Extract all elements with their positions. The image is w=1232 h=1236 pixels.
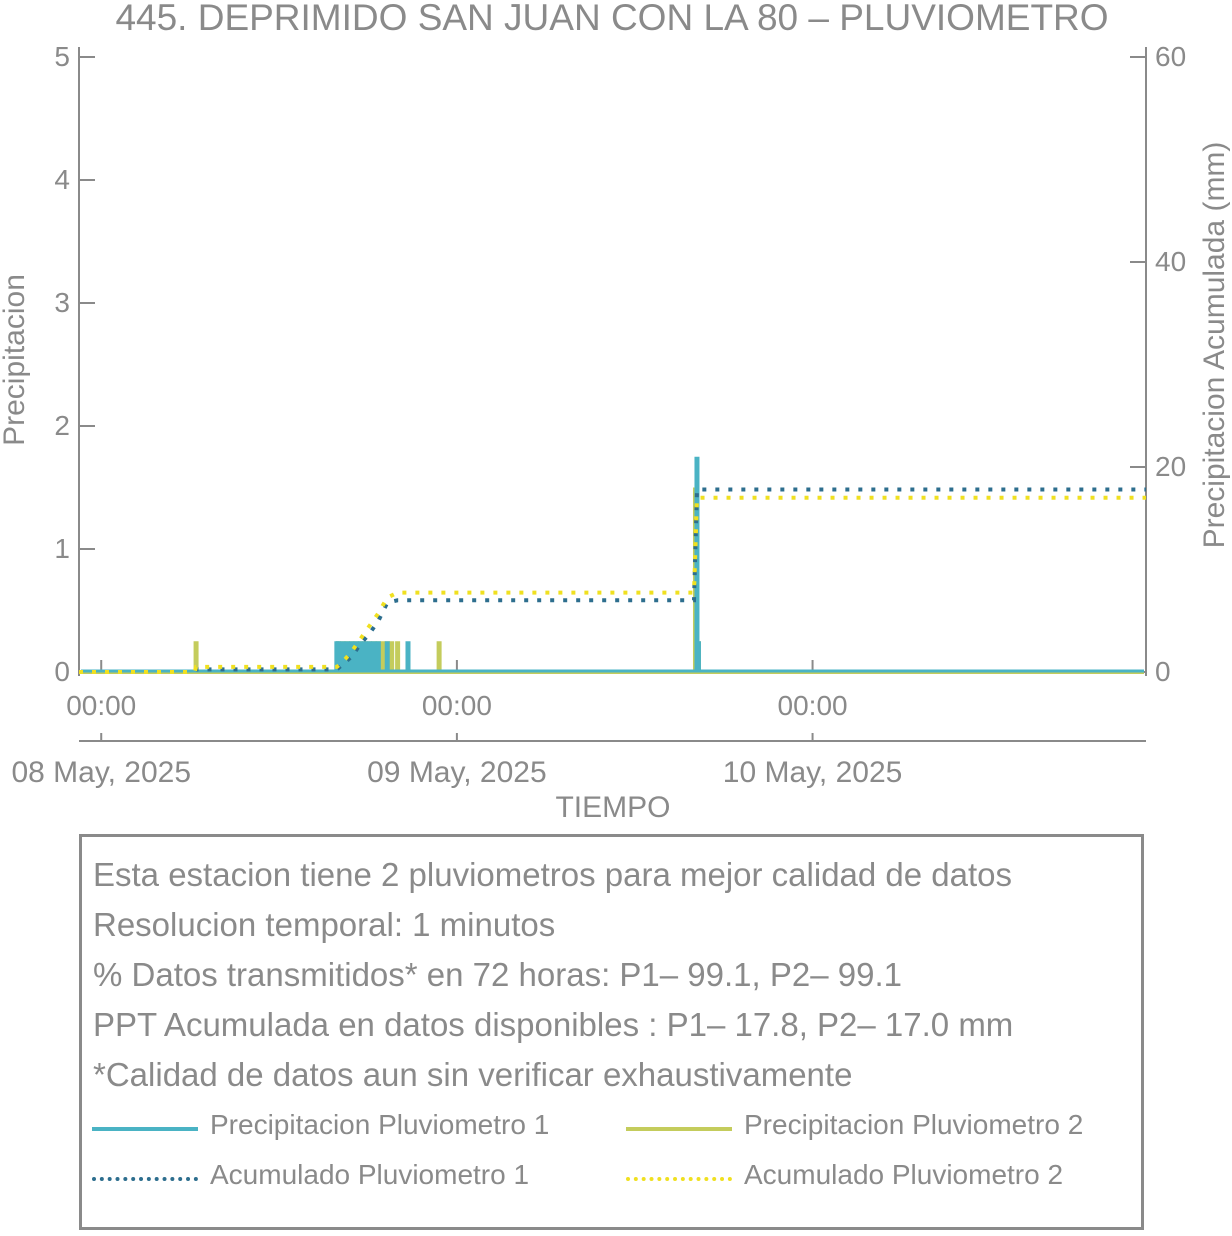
legend-swatch-accum-p1	[92, 1177, 198, 1181]
chart-title: 445. DEPRIMIDO SAN JUAN CON LA 80 – PLUV…	[115, 0, 1108, 38]
plot-frame	[78, 47, 1147, 742]
precip-p1-bar	[366, 641, 372, 672]
info-line-accumulated: PPT Acumulada en datos disponibles : P1–…	[93, 1006, 1014, 1043]
series-accumulated	[79, 487, 1146, 674]
precip-p1-bar	[358, 641, 364, 672]
precip-p1-bar	[695, 641, 701, 672]
precip-p2-bar	[436, 641, 442, 672]
axis-ticks: 0 1 2 3 4 5 0 20 40 60 00:00 08 May, 2025 00:00 09 Ma…	[11, 41, 1186, 789]
x-axis-time-label: 00:00	[778, 690, 848, 721]
right-axis-tick-label: 60	[1155, 41, 1186, 72]
legend-label-accum-p1: Acumulado Pluviometro 1	[210, 1159, 530, 1190]
legend-label-accum-p2: Acumulado Pluviometro 2	[744, 1159, 1064, 1190]
series-precip-p2	[81, 487, 1144, 674]
info-line-transmitted: % Datos transmitidos* en 72 horas: P1– 9…	[93, 956, 902, 993]
info-line-resolution: Resolucion temporal: 1 minutos	[93, 906, 556, 943]
x-axis-date-label: 08 May, 2025	[11, 756, 191, 789]
legend-label-precip-p1: Precipitacion Pluviometro 1	[210, 1109, 550, 1140]
left-axis-label: Precipitacion	[0, 274, 31, 446]
right-axis-tick-label: 40	[1155, 246, 1186, 277]
precip-p1-bar	[353, 641, 359, 672]
accum-p2-line	[79, 495, 1146, 674]
left-axis-tick-label: 2	[54, 410, 70, 441]
left-axis-tick-label: 3	[54, 287, 70, 318]
precip-p1-bar	[335, 641, 341, 672]
x-axis-date-label: 10 May, 2025	[723, 756, 903, 789]
left-axis-tick-label: 0	[54, 656, 70, 687]
precip-p1-bar	[694, 456, 700, 672]
rainfall-chart: 445. DEPRIMIDO SAN JUAN CON LA 80 – PLUV…	[0, 0, 1231, 824]
x-axis-date-label: 09 May, 2025	[367, 756, 547, 789]
precip-p2-bar	[193, 641, 199, 672]
precip-p1-bar	[375, 641, 381, 672]
right-axis-tick-label: 20	[1155, 451, 1186, 482]
left-axis-tick-label: 4	[54, 164, 70, 195]
right-axis-tick-label: 0	[1155, 656, 1171, 687]
x-axis-time-label: 00:00	[422, 690, 492, 721]
accum-p1-line	[79, 487, 1146, 674]
precip-p2-bar	[395, 641, 401, 672]
legend-swatch-accum-p2	[626, 1177, 732, 1181]
precip-p1-bar	[384, 641, 390, 672]
x-axis-label: TIEMPO	[555, 791, 670, 824]
left-axis-tick-label: 1	[54, 533, 70, 564]
precip-p1-bar	[405, 641, 411, 672]
station-info-box: Esta estacion tiene 2 pluviometros para …	[79, 834, 1144, 1230]
x-axis-time-label: 00:00	[66, 690, 136, 721]
legend-label-precip-p2: Precipitacion Pluviometro 2	[744, 1109, 1084, 1140]
series-precip-p1	[81, 456, 1144, 673]
precip-p1-bar	[349, 641, 355, 672]
precip-p1-bar	[362, 641, 368, 672]
info-line-stations: Esta estacion tiene 2 pluviometros para …	[93, 856, 1013, 893]
precip-p2-bar	[389, 641, 395, 672]
precip-p1-bar	[371, 641, 377, 672]
left-axis-tick-label: 5	[54, 41, 70, 72]
info-line-quality-note: *Calidad de datos aun sin verificar exha…	[93, 1056, 853, 1093]
precip-p2-bar	[380, 641, 386, 672]
precip-p1-bar	[340, 641, 346, 672]
right-axis-label: Precipitacion Acumulada (mm)	[1198, 142, 1231, 549]
legend-swatch-precip-p1	[92, 1127, 198, 1131]
legend-swatch-precip-p2	[626, 1127, 732, 1131]
